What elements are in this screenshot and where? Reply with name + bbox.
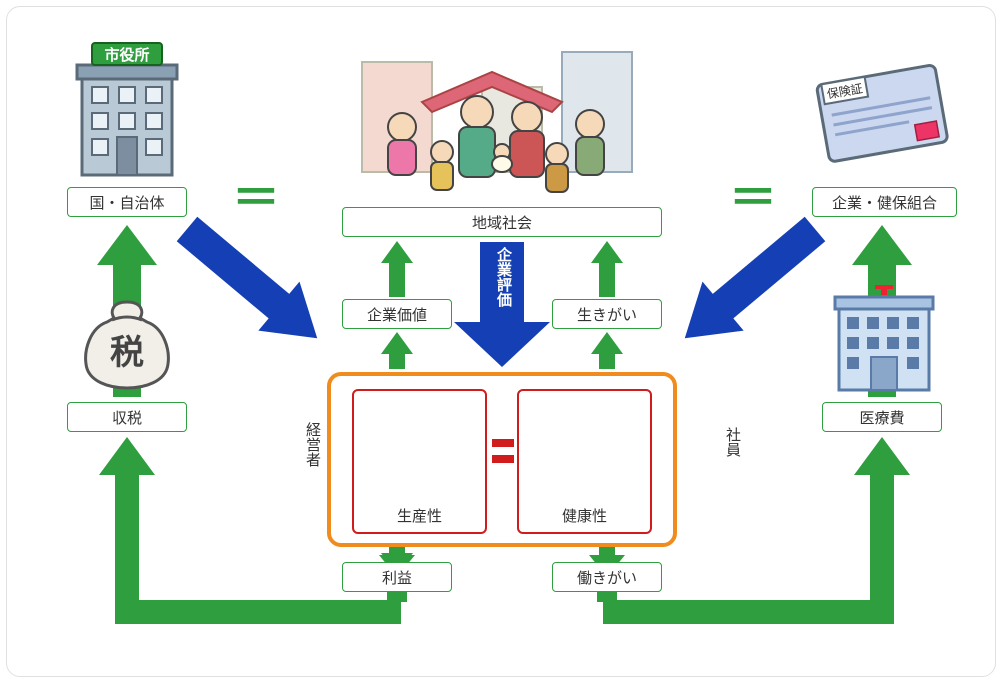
equals-center [492,439,512,463]
arrow-corpvalue-up-bottom [381,332,413,369]
box-hatarakigai: 働きがい [552,562,662,592]
insurance-card-icon: 保険証 [807,52,962,172]
box-gov: 国・自治体 [67,187,187,217]
equals-left: ＝ [232,175,280,223]
box-tax: 収税 [67,402,187,432]
arrow-insurer-to-center [664,204,835,362]
box-insurer: 企業・健保組合 [812,187,957,217]
svg-text:税: 税 [110,334,144,372]
hospital-icon [827,285,942,395]
arrow-corpvalue-up-top [381,241,413,297]
box-profit: 利益 [342,562,452,592]
card-productivity: 生産性 [352,389,487,534]
label-employee: 社員 [722,427,743,457]
box-ikigai: 生きがい [552,299,662,329]
label-corporate-evaluation: 企業評価 [493,247,514,307]
label-management: 経営者 [302,422,323,467]
family-community-icon [332,32,672,202]
label-productivity: 生産性 [354,505,485,526]
arrow-ikigai-up-bottom [591,332,623,369]
diagram-canvas: 市役所 保険証 [6,6,996,677]
tax-bag-icon: 税 [72,292,182,392]
label-health: 健康性 [519,505,650,526]
box-community: 地域社会 [342,207,662,237]
card-health: 健康性 [517,389,652,534]
arrow-gov-to-center [166,204,337,362]
svg-text:市役所: 市役所 [104,46,149,64]
box-medical: 医療費 [822,402,942,432]
arrow-hatarakigai-to-medical [663,437,910,624]
city-hall-icon: 市役所 [62,35,192,180]
arrow-ikigai-up-top [591,241,623,297]
box-corpvalue: 企業価値 [342,299,452,329]
equals-right: ＝ [729,175,777,223]
